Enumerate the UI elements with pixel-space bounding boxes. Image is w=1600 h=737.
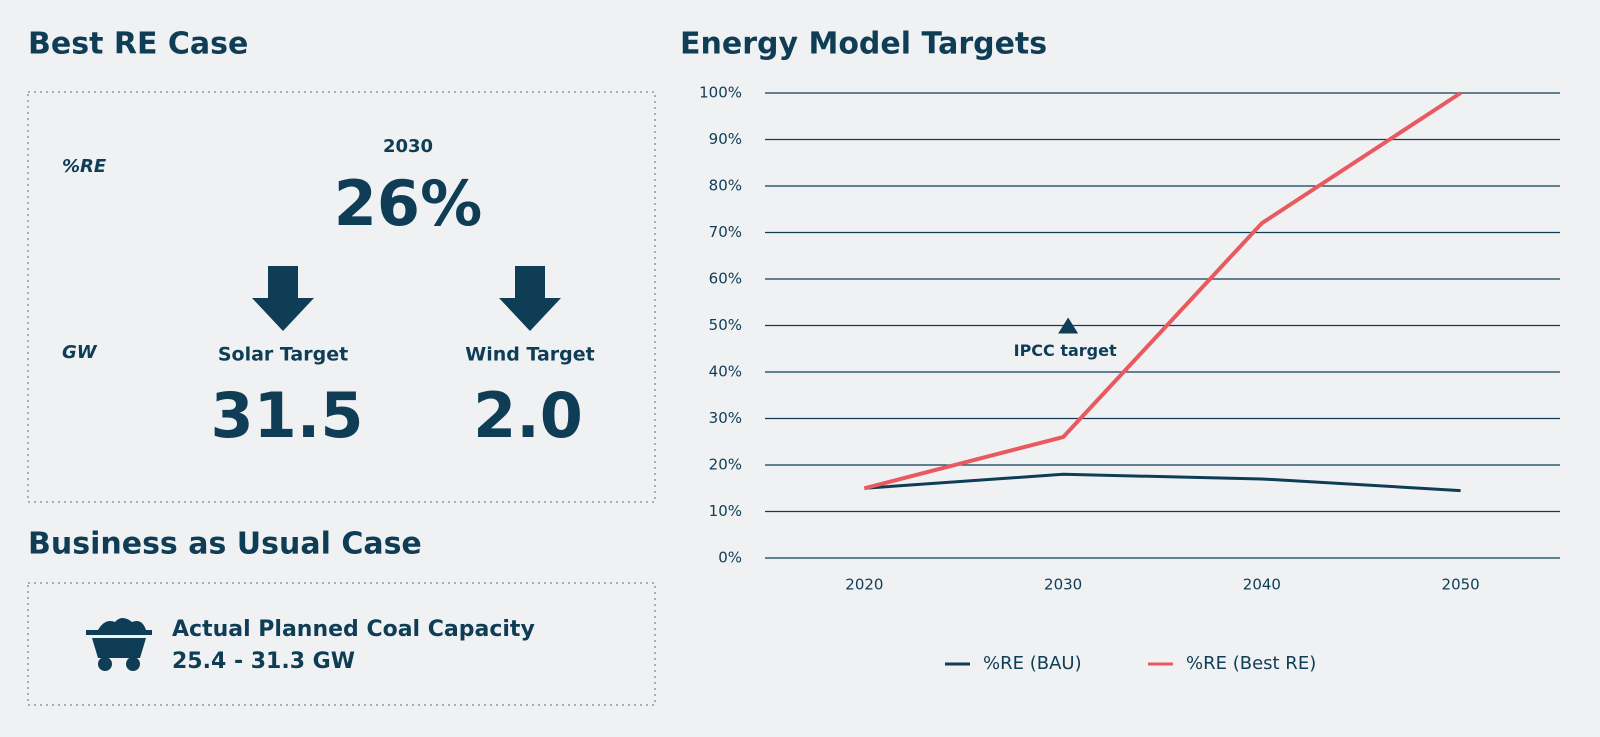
x-tick-label: 2020 <box>845 576 883 594</box>
panel-border <box>27 91 656 503</box>
y-tick-label: 100% <box>699 84 742 102</box>
x-tick-label: 2040 <box>1243 576 1281 594</box>
wind-label: Wind Target <box>465 344 594 366</box>
y-tick-label: 70% <box>709 223 742 241</box>
wind-value: 2.0 <box>473 379 583 452</box>
year-label: 2030 <box>383 136 433 157</box>
panel-title: Best RE Case <box>28 27 248 62</box>
arrow <box>499 266 561 331</box>
coal-value: 25.4 - 31.3 GW <box>172 649 355 674</box>
line-series <box>864 472 1461 493</box>
y-tick-label: 80% <box>709 177 742 195</box>
chart-title: Energy Model Targets <box>680 27 1047 62</box>
x-tick-label: 2030 <box>1044 576 1082 594</box>
y-tick-label: 30% <box>709 409 742 427</box>
row-label: %RE <box>62 156 107 177</box>
y-tick-label: 20% <box>709 456 742 474</box>
panel-border <box>27 582 656 706</box>
x-tick-label: 2050 <box>1442 576 1480 594</box>
re-value: 26% <box>334 167 482 240</box>
panel-title: Business as Usual Case <box>28 527 422 562</box>
coal-label: Actual Planned Coal Capacity <box>172 617 535 642</box>
solar-label: Solar Target <box>218 344 348 366</box>
coal-icon <box>86 618 152 671</box>
y-tick-label: 10% <box>709 502 742 520</box>
solar-value: 31.5 <box>211 379 364 452</box>
y-tick-label: 50% <box>709 316 742 334</box>
arrow <box>252 266 314 331</box>
y-tick-label: 40% <box>709 363 742 381</box>
legend-label: %RE (Best RE) <box>1186 653 1316 674</box>
y-tick-label: 60% <box>709 270 742 288</box>
legend-label: %RE (BAU) <box>983 653 1082 674</box>
line-series <box>863 91 1462 491</box>
annotation-marker <box>1058 317 1079 334</box>
y-tick-label: 0% <box>718 549 742 567</box>
y-tick-label: 90% <box>709 130 742 148</box>
annotation-label: IPCC target <box>1014 341 1117 360</box>
row-label: GW <box>62 342 98 363</box>
